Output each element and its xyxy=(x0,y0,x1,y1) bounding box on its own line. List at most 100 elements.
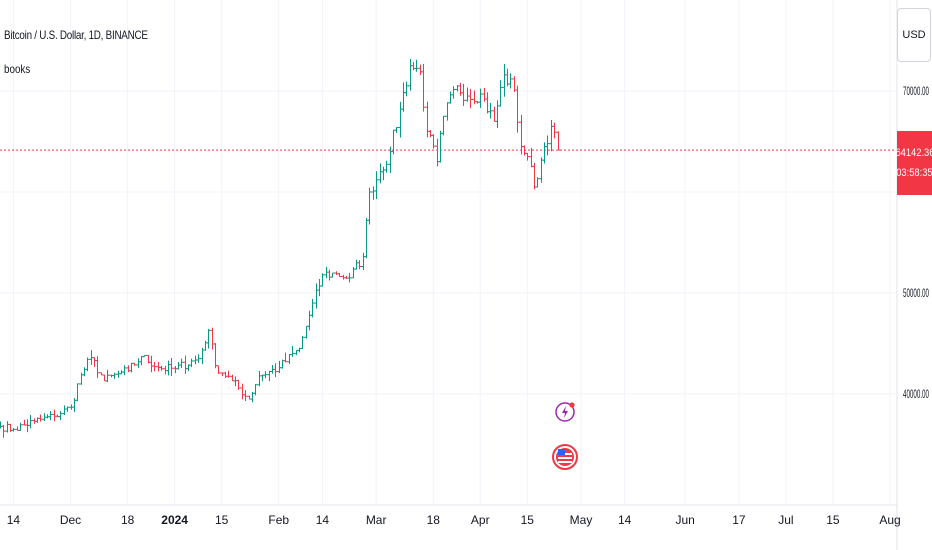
ohlc-bar xyxy=(233,376,238,387)
ohlc-bar xyxy=(378,163,383,184)
ohlc-bar xyxy=(482,88,487,102)
time-tick-label: Mar xyxy=(366,513,387,527)
ohlc-bar xyxy=(314,283,319,309)
ohlc-bar xyxy=(458,82,463,96)
ohlc-bar xyxy=(384,160,389,173)
ohlc-bar xyxy=(307,310,312,331)
ohlc-bar xyxy=(206,328,211,349)
ohlc-bar xyxy=(48,411,53,421)
ohlc-bar xyxy=(216,365,221,375)
ohlc-bar xyxy=(549,119,554,152)
ohlc-bar xyxy=(173,365,178,374)
ohlc-bar xyxy=(283,352,288,363)
ohlc-bar xyxy=(421,63,426,112)
ohlc-bar xyxy=(176,362,181,370)
ohlc-bar xyxy=(62,405,67,416)
ohlc-bar xyxy=(488,102,493,119)
time-tick-label: Jun xyxy=(675,513,694,527)
ohlc-bar xyxy=(330,272,335,278)
ohlc-bar xyxy=(381,166,386,181)
ohlc-bar xyxy=(354,259,359,270)
time-tick-label: 14 xyxy=(618,513,632,527)
ohlc-bar xyxy=(156,361,161,372)
ohlc-bar xyxy=(240,383,245,400)
ohlc-bar xyxy=(166,360,171,376)
ohlc-bar xyxy=(508,73,513,89)
ohlc-bar xyxy=(273,363,278,378)
lightning-icon[interactable] xyxy=(555,402,575,422)
ohlc-bar xyxy=(431,134,436,149)
ohlc-bar xyxy=(142,354,147,358)
ohlc-bar xyxy=(448,91,453,104)
ohlc-bar xyxy=(529,147,534,168)
ohlc-bar xyxy=(230,374,235,382)
currency-button[interactable]: USD xyxy=(897,8,931,62)
time-tick-label: 18 xyxy=(121,513,135,527)
ohlc-bar xyxy=(287,354,292,364)
ohlc-bar xyxy=(425,101,430,138)
ohlc-bar xyxy=(492,106,497,122)
ohlc-bar xyxy=(122,365,127,376)
symbol-title: Bitcoin / U.S. Dollar, 1D, BINANCE xyxy=(4,28,148,42)
us-flag-icon[interactable] xyxy=(552,444,578,470)
ohlc-bar xyxy=(515,85,520,133)
ohlc-bar xyxy=(95,356,100,379)
ohlc-bar xyxy=(341,274,346,280)
ohlc-bar xyxy=(159,365,164,371)
ohlc-bar xyxy=(485,92,490,114)
ohlc-bar xyxy=(253,384,258,396)
ohlc-bar xyxy=(260,374,265,382)
ohlc-bar xyxy=(317,279,322,297)
ohlc-bar xyxy=(236,379,241,390)
time-tick-label: Dec xyxy=(60,513,81,527)
price-tick-label: 70000.00 xyxy=(903,84,929,98)
ohlc-bar xyxy=(367,187,372,225)
ohlc-bar xyxy=(152,361,157,372)
ohlc-bar xyxy=(136,358,141,368)
ohlc-bar xyxy=(65,406,70,412)
ohlc-bar xyxy=(472,90,477,105)
ohlc-bar xyxy=(18,422,23,431)
ohlc-bar xyxy=(183,355,188,375)
time-tick-label: 15 xyxy=(826,513,840,527)
time-axis[interactable]: 14 Dec 18 2024 15 Feb 14 Mar 18 Apr 15 May 14 Jun 17 Ju… xyxy=(7,513,901,527)
ohlc-bar xyxy=(22,419,27,426)
ohlc-bar xyxy=(149,355,154,373)
time-tick-label: Feb xyxy=(268,513,289,527)
time-tick-label: Jul xyxy=(778,513,793,527)
ohlc-bar xyxy=(441,115,446,136)
time-tick-label: 14 xyxy=(316,513,330,527)
ohlc-bar xyxy=(438,130,443,163)
ohlc-bar xyxy=(139,355,144,366)
indicator-label[interactable]: books xyxy=(4,62,31,76)
ohlc-bar xyxy=(357,260,362,270)
ohlc-bar xyxy=(300,336,305,350)
time-tick-label: 18 xyxy=(427,513,441,527)
ohlc-bar xyxy=(556,131,561,151)
price-tick-label: 40000.00 xyxy=(903,387,929,401)
ohlc-bar xyxy=(401,82,406,112)
ohlc-bar xyxy=(394,126,399,134)
ohlc-bar xyxy=(179,358,184,369)
ohlc-bar xyxy=(58,411,63,421)
ohlc-bar xyxy=(28,414,33,429)
ohlc-bar xyxy=(498,80,503,107)
ohlc-bar xyxy=(1,425,6,438)
ohlc-bar xyxy=(320,273,325,287)
ohlc-bar xyxy=(290,346,295,357)
ohlc-bar xyxy=(129,362,134,373)
ohlc-bar xyxy=(545,135,550,156)
bar-countdown: 03:58:35 xyxy=(896,167,932,179)
ohlc-bar xyxy=(364,217,369,259)
ohlc-bar xyxy=(132,362,137,366)
ohlc-bar xyxy=(478,88,483,108)
ohlc-bar xyxy=(461,83,466,106)
ohlc-bar xyxy=(451,86,456,99)
time-tick-label: Apr xyxy=(471,513,490,527)
ohlc-bar xyxy=(525,152,530,161)
ohlc-bar xyxy=(519,114,524,155)
ohlc-bar xyxy=(210,327,215,350)
ohlc-bar xyxy=(105,369,110,382)
